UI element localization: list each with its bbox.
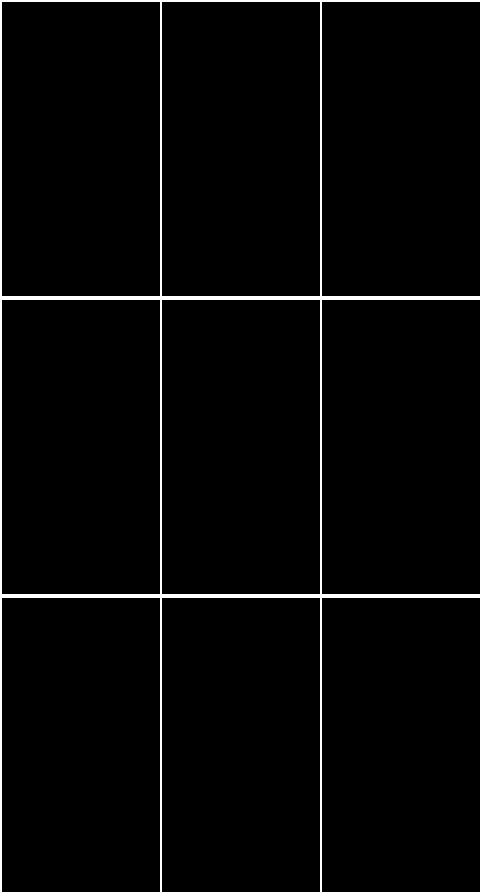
Text: C: C xyxy=(327,11,340,29)
Text: G: G xyxy=(7,607,22,625)
Text: D: D xyxy=(7,309,22,327)
Text: H: H xyxy=(167,607,182,625)
Text: I: I xyxy=(327,607,334,625)
Text: E: E xyxy=(167,309,179,327)
Text: B: B xyxy=(167,11,181,29)
Text: F: F xyxy=(327,309,339,327)
Text: A: A xyxy=(7,11,21,29)
